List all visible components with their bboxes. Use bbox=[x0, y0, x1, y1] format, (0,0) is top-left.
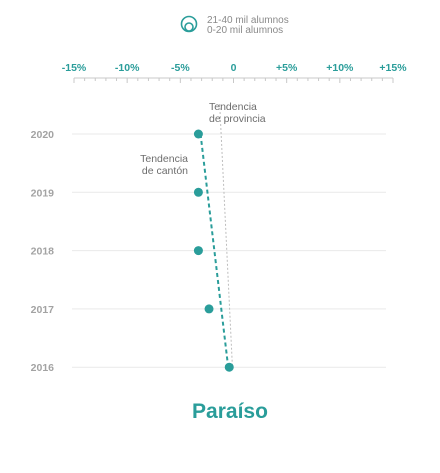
canton-trend-label: Tendencia bbox=[140, 153, 188, 165]
province-trend-label: de provincia bbox=[209, 113, 266, 125]
x-axis-tick-label: -5% bbox=[171, 62, 190, 74]
legend: 21-40 mil alumnos 0-20 mil alumnos bbox=[180, 15, 289, 36]
x-axis-tick-label: +10% bbox=[326, 62, 354, 74]
x-axis-tick-label: -10% bbox=[115, 62, 140, 74]
x-axis-tick-label: +15% bbox=[379, 62, 407, 74]
trend-lines bbox=[199, 103, 233, 368]
y-axis-label: 2018 bbox=[31, 246, 55, 258]
x-axis-tick-label: +5% bbox=[276, 62, 298, 74]
legend-icon bbox=[180, 15, 198, 33]
y-axis-label: 2016 bbox=[31, 362, 55, 374]
data-point bbox=[193, 187, 203, 197]
y-axis-label: 2019 bbox=[31, 187, 55, 199]
province-trend-line bbox=[219, 103, 233, 368]
data-point bbox=[193, 129, 203, 139]
x-axis-tick-label: -15% bbox=[62, 62, 87, 74]
data-points bbox=[193, 129, 234, 372]
data-point bbox=[224, 362, 234, 372]
y-axis-label: 2020 bbox=[31, 129, 55, 141]
province-trend-label: Tendencia bbox=[209, 101, 257, 113]
legend-label-large: 21-40 mil alumnos bbox=[207, 15, 289, 26]
y-axis-labels: 2020 2019 2018 2017 2016 bbox=[31, 129, 55, 374]
canton-trend-label: de cantón bbox=[142, 165, 188, 177]
data-point bbox=[193, 246, 203, 256]
y-axis-label: 2017 bbox=[31, 304, 55, 316]
data-point bbox=[204, 304, 214, 314]
chart-title: Paraíso bbox=[192, 400, 268, 423]
x-axis-tick-label: 0 bbox=[231, 62, 237, 74]
grid-lines bbox=[72, 133, 386, 368]
legend-label-small: 0-20 mil alumnos bbox=[207, 25, 283, 36]
x-axis: -15% -10% -5% 0 +5% +10% +15% bbox=[62, 62, 407, 83]
